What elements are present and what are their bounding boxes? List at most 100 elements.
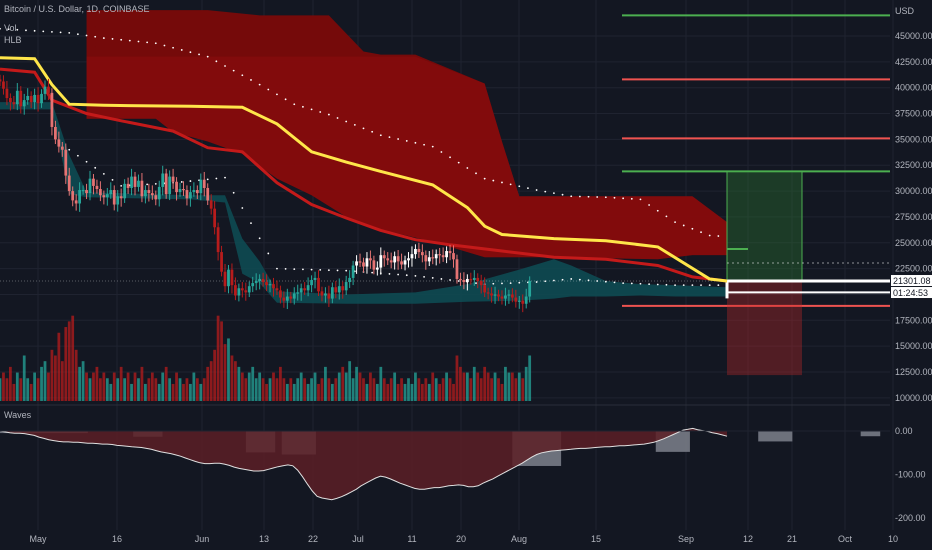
volume-bar [427,383,431,401]
volume-bar [161,372,165,401]
candle-body [389,260,393,263]
trail-dot [76,154,79,157]
candle-body [261,278,265,283]
candle-body [171,176,175,182]
trail-dot [302,268,304,271]
candle-body [202,179,206,188]
volume-bar [414,372,417,401]
candle-body [254,281,258,284]
volume-bar [36,378,40,401]
trail-dot [154,182,157,185]
volume-bar [105,378,109,401]
y-tick-label: 32500.00 [895,160,932,170]
candle-body [234,285,237,296]
trail-dot [397,138,400,140]
trail-dot [102,172,105,175]
candle-body [71,191,75,201]
candle-body [317,277,320,292]
candle-body [396,256,400,262]
candle-body [351,265,355,278]
loss-zone [727,281,802,376]
trail-dot [700,231,702,234]
y-tick-label: 45000.00 [895,31,932,41]
position-box[interactable] [0,170,890,376]
volume-bar [189,383,192,401]
trail-dot [163,44,166,47]
trail-dot [682,284,685,287]
x-tick-label: 16 [112,534,122,544]
volume-bar [448,378,452,401]
volume-bar [126,372,130,401]
candle-body [168,176,172,195]
candle-body [12,102,16,105]
candle-body [130,176,133,188]
trail-dot [25,29,27,32]
wave-tick-label: -100.00 [895,470,926,480]
hlb-label: HLB [4,35,22,45]
trail-dot [85,34,88,37]
trail-dot [613,196,616,199]
volume-bar [400,378,403,401]
volume-bar [54,355,57,401]
trail-dot [250,222,252,225]
candle-body [258,278,262,282]
candle-body [213,208,217,228]
y-tick-label: 12500.00 [895,367,932,377]
volume-bar [320,378,324,401]
candle-body [420,252,424,256]
candle-body [292,293,296,299]
trail-dot [414,274,417,277]
chart-title: Bitcoin / U.S. Dollar, 1D, COINBASE [4,4,150,14]
cloud-red [86,10,728,260]
candle-body [240,288,244,291]
candle-body [237,288,241,296]
x-tick-label: 10 [888,534,898,544]
volume-bar [317,383,320,401]
volume-bar [292,383,296,401]
volume-bar [244,378,248,401]
candle-body [133,176,137,187]
volume-bar [29,383,33,401]
candle-body [85,190,88,194]
candle-body [92,178,95,186]
volume-bar [365,383,369,401]
trail-dot [198,53,200,56]
y-tick-label: 40000.00 [895,83,932,93]
y-tick-label: 27500.00 [895,212,932,222]
volume-bar [247,372,251,401]
candle-body [157,186,161,200]
trail-dot [388,273,391,275]
volume-bar [524,366,528,401]
volume-bar [220,321,223,401]
trail-dot [570,195,573,198]
trail-dot [379,134,382,137]
trail-dot [16,28,19,31]
trail-dot [85,160,88,163]
trail-dot [111,178,114,181]
wave-line [0,427,728,501]
trail-dot [674,284,676,287]
candle-body [469,278,473,281]
candles [0,74,532,313]
trail-dot [553,192,555,195]
volume-bar [85,372,88,401]
trail-dot [691,227,694,230]
volume-bar [497,378,500,401]
trail-dot [656,283,659,286]
candle-body [2,81,5,89]
candle-body [9,98,12,103]
trail-dot [172,46,174,49]
volume-bar [452,383,455,401]
volume-bar [344,372,348,401]
volume-bar [375,383,379,401]
volume-bar [157,383,161,401]
trail-dot [587,195,590,198]
y-tick-label: 17500.00 [895,315,932,325]
volume-bar [22,355,26,401]
candle-body [140,180,144,197]
volume-bar [192,372,196,401]
volume-bar [109,383,113,401]
x-tick-label: Jul [352,534,364,544]
trail-dot [224,176,226,179]
